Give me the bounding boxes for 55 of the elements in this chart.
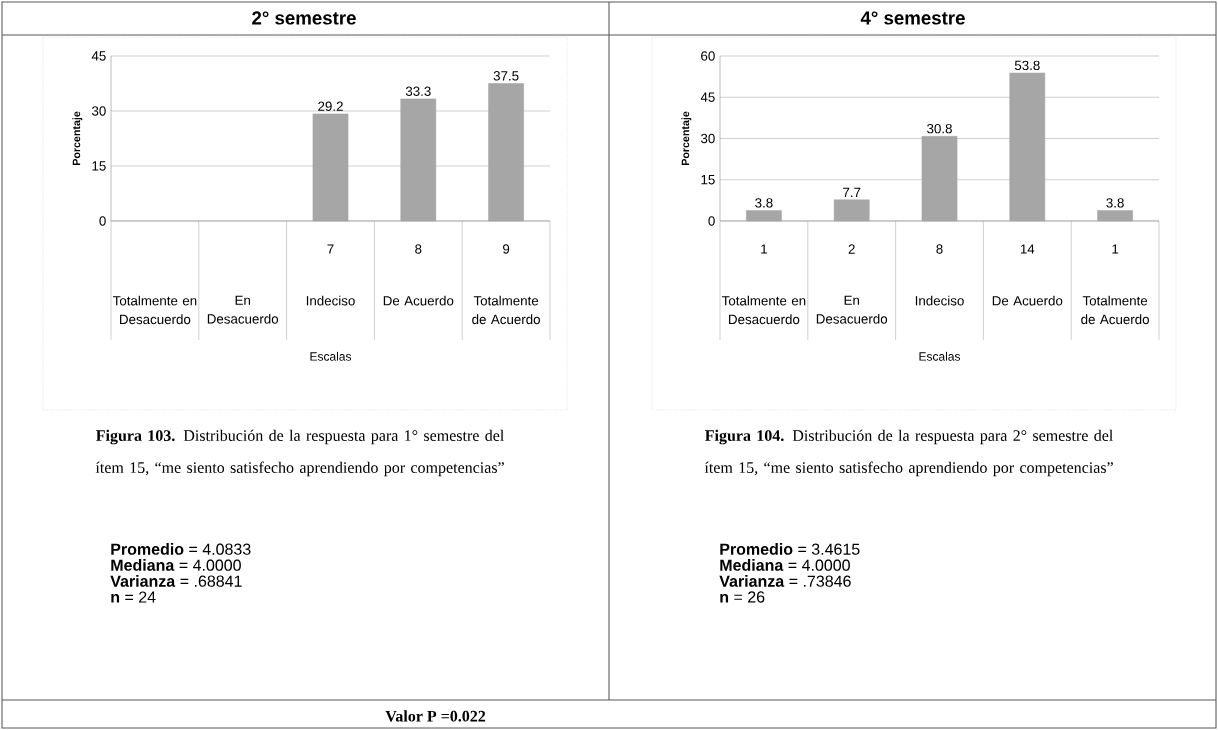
text: 7 — [327, 244, 334, 254]
x-tick-label: Indeciso — [306, 295, 355, 306]
x-tick-label: Totalmente en Desacuerdo — [112, 295, 197, 325]
y-tick-label: 45 — [700, 92, 715, 102]
x-tick-label: Totalmente de Acuerdo — [1081, 295, 1149, 325]
x-axis-title: Escalas — [310, 351, 352, 361]
text: 1 — [1112, 244, 1119, 254]
text: Figura 104. Distribución de la respuesta para 2° semestre del ítem 15, “me siento satisfecho aprendiendo por competencias” — [704, 429, 1113, 477]
text: Varianza = .73846 — [719, 575, 851, 587]
data-label: 37.5 — [493, 71, 519, 81]
data-label: 30.8 — [927, 123, 952, 134]
chart-title: 4° semestre — [860, 11, 965, 25]
text: Promedio = 4.0833 — [111, 543, 251, 555]
x-tick-label: De Acuerdo — [383, 295, 454, 306]
x-tick-label: Indeciso — [915, 295, 964, 306]
y-tick-label: 30 — [91, 106, 106, 116]
text: 1 — [761, 244, 767, 254]
y-tick-label: 15 — [92, 161, 106, 171]
text: Promedio = 3.4615 — [720, 543, 860, 555]
data-label: 33.3 — [405, 86, 431, 96]
text: 8 — [936, 244, 943, 254]
x-tick-label: Totalmente de Acuerdo — [472, 295, 540, 325]
data-label: 29.2 — [318, 101, 343, 111]
y-tick-label: 15 — [701, 175, 715, 185]
y-tick-label: 0 — [708, 216, 715, 226]
y-tick-label: 45 — [91, 51, 106, 61]
bar — [833, 199, 870, 222]
text: 2 — [848, 244, 855, 254]
text: n = 26 — [720, 591, 765, 603]
text: 8 — [415, 244, 422, 254]
data-label: 7.7 — [843, 187, 861, 197]
text: 9 — [503, 244, 510, 254]
text: 14 — [1020, 244, 1035, 254]
x-tick-label: De Acuerdo — [992, 295, 1063, 306]
x-axis-title: Escalas — [919, 351, 961, 361]
y-tick-label: 0 — [99, 216, 106, 226]
y-axis-title: Porcentaje — [72, 111, 83, 166]
bar — [1097, 210, 1133, 222]
x-tick-label: En Desacuerdo — [816, 295, 888, 324]
y-tick-label: 30 — [700, 133, 715, 144]
data-label: 53.8 — [1014, 60, 1040, 71]
data-label: 3.8 — [755, 198, 773, 208]
data-label: 3.8 — [1106, 198, 1124, 208]
y-tick-label: 60 — [701, 51, 715, 61]
bar — [746, 210, 782, 222]
x-tick-label: Totalmente en Desacuerdo — [721, 295, 806, 325]
text: Mediana = 4.0000 — [720, 559, 850, 571]
text: Valor P =0.022 — [385, 710, 486, 722]
text: Varianza = .68841 — [110, 575, 242, 587]
chart-title: 2° semestre — [252, 11, 356, 25]
text: n = 24 — [111, 591, 156, 603]
text: Figura 103. Distribución de la respuesta para 1° semestre del ítem 15, “me siento satisfecho aprendiendo por competencias” — [95, 429, 504, 477]
y-axis-title: Porcentaje — [681, 111, 692, 166]
x-tick-label: En Desacuerdo — [207, 295, 279, 324]
text: Mediana = 4.0000 — [111, 559, 241, 571]
